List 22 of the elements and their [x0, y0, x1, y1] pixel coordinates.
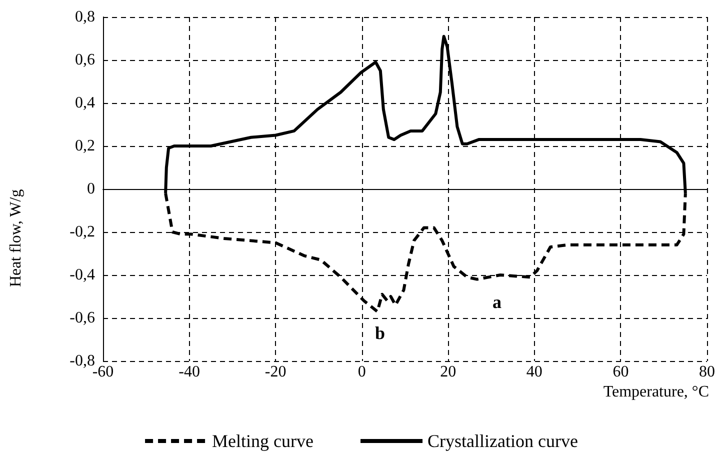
legend-label: Crystallization curve	[428, 431, 578, 451]
x-tick-label: 60	[612, 364, 629, 380]
y-tick-label: 0,6	[75, 52, 95, 68]
x-axis-title: Temperature, °C	[603, 384, 710, 400]
y-tick-label: -0,6	[70, 310, 95, 326]
y-tick-label: -0,8	[70, 352, 95, 370]
y-tick-label: 0	[87, 180, 95, 198]
x-tick-label: 40	[526, 364, 542, 380]
y-tick-label: 0,4	[75, 94, 95, 112]
x-tick-label: 80	[699, 364, 715, 380]
y-tick-label: 0,2	[75, 138, 95, 154]
legend-label: Melting curve	[212, 431, 314, 451]
y-tick-label: 0,8	[75, 8, 95, 26]
annotation: a	[492, 292, 502, 312]
x-tick-label: 0	[358, 364, 366, 380]
annotation: b	[374, 323, 386, 343]
x-tick-label: -20	[264, 364, 286, 380]
x-tick-label: 20	[440, 364, 456, 380]
y-tick-label: -0,4	[70, 266, 95, 284]
y-axis-title: Heat flow, W/g	[8, 189, 24, 288]
x-tick-label: -40	[178, 364, 200, 380]
y-tick-label: -0,2	[70, 224, 95, 240]
